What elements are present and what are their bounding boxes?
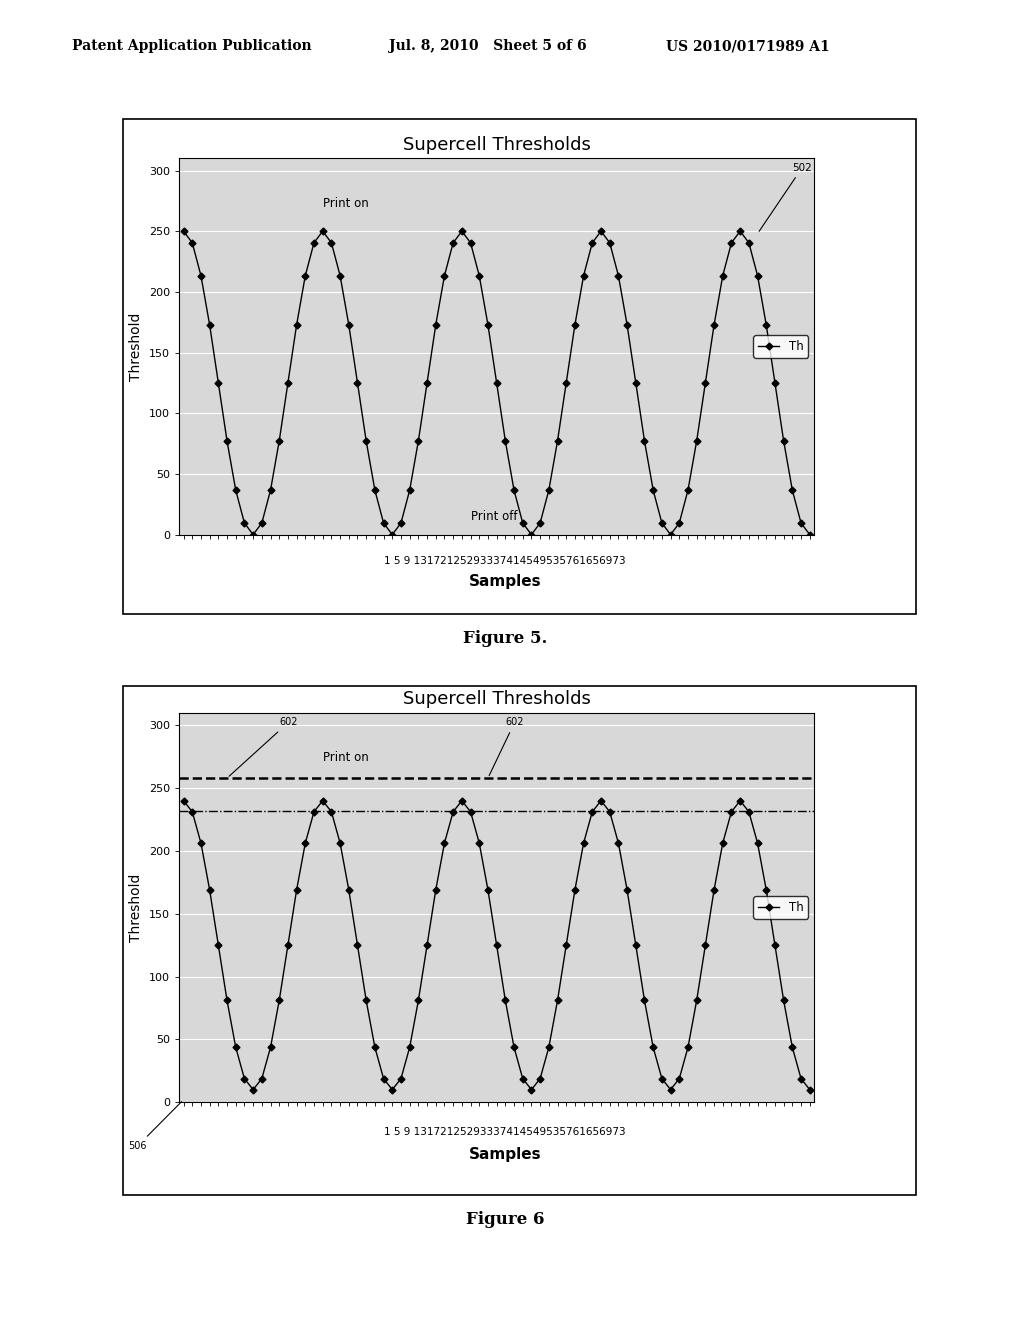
Y-axis label: Threshold: Threshold: [129, 313, 143, 380]
Text: 502: 502: [759, 162, 812, 231]
Text: Print on: Print on: [323, 751, 369, 763]
Text: US 2010/0171989 A1: US 2010/0171989 A1: [666, 40, 829, 53]
Text: Print on: Print on: [323, 197, 369, 210]
Legend: Th: Th: [754, 896, 808, 919]
Text: 602: 602: [229, 717, 298, 776]
Text: Samples: Samples: [469, 1147, 541, 1162]
Text: 602: 602: [489, 717, 524, 776]
Text: Print off: Print off: [471, 510, 517, 523]
Text: Jul. 8, 2010   Sheet 5 of 6: Jul. 8, 2010 Sheet 5 of 6: [389, 40, 587, 53]
Text: Figure 5.: Figure 5.: [463, 631, 547, 647]
Text: 1 5 9 13172125293337414549535761656973: 1 5 9 13172125293337414549535761656973: [384, 556, 626, 566]
Text: Patent Application Publication: Patent Application Publication: [72, 40, 311, 53]
Legend: Th: Th: [754, 335, 808, 358]
Text: 506: 506: [128, 1102, 181, 1151]
Text: Samples: Samples: [469, 574, 541, 589]
Title: Supercell Thresholds: Supercell Thresholds: [402, 690, 591, 709]
Text: Figure 6: Figure 6: [466, 1212, 544, 1228]
Title: Supercell Thresholds: Supercell Thresholds: [402, 136, 591, 154]
Y-axis label: Threshold: Threshold: [129, 874, 143, 941]
Text: 1 5 9 13172125293337414549535761656973: 1 5 9 13172125293337414549535761656973: [384, 1127, 626, 1138]
